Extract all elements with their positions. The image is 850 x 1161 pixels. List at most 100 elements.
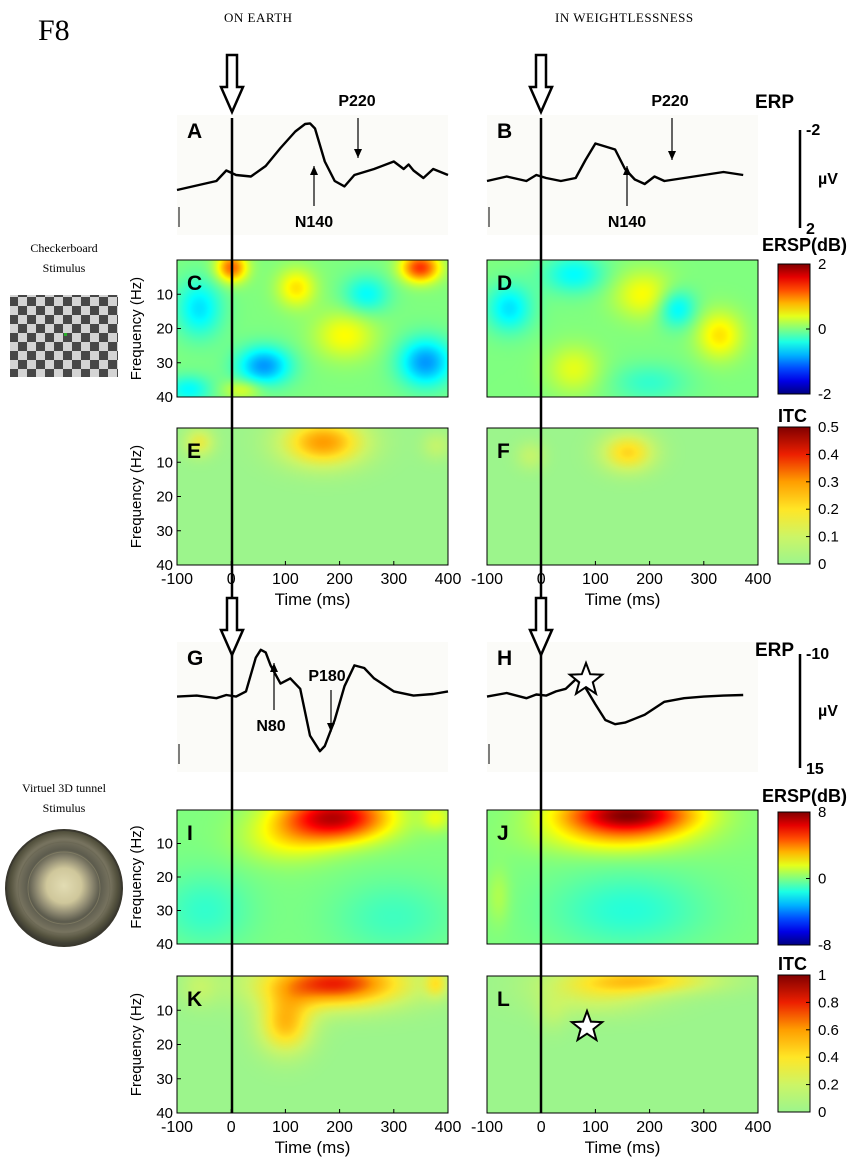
colorbar-tick-label: 0: [818, 321, 826, 338]
colorbar-heading: ITC: [778, 954, 807, 974]
peak-arrow-head: [270, 663, 278, 672]
y-tick-label: 20: [156, 869, 173, 886]
panel-B: [486, 115, 758, 235]
x-tick-label: 200: [326, 571, 353, 588]
panel-G: [176, 642, 449, 772]
panel-letter: B: [497, 120, 512, 143]
panel-letter: C: [187, 272, 202, 295]
x-tick-label: 0: [227, 1119, 236, 1136]
erp-waveform: [486, 142, 744, 186]
peak-label-n140: N140: [608, 214, 646, 231]
erp-scale-top: -2: [806, 122, 820, 139]
peak-label-p220: P220: [338, 93, 375, 110]
heatmap-image: [177, 810, 448, 944]
x-tick-label: -100: [161, 1119, 193, 1136]
x-tick-label: 400: [435, 1119, 462, 1136]
y-tick-label: 10: [156, 1002, 173, 1019]
colorbar-tick-label: -2: [818, 386, 831, 403]
heatmap-image: [177, 976, 448, 1113]
x-tick-label: 300: [690, 1119, 717, 1136]
panel-letter: E: [187, 440, 201, 463]
x-tick-label: 300: [380, 571, 407, 588]
colorbar-tick-label: 0.4: [818, 446, 839, 463]
panel-letter: G: [187, 647, 203, 670]
peak-arrow-head: [310, 166, 318, 175]
colorbar-tick-label: 0.6: [818, 1022, 839, 1039]
y-tick-label: 20: [156, 489, 173, 506]
tunnel-icon: [5, 829, 123, 947]
significance-star-icon: [567, 660, 605, 697]
y-tick-label: 30: [156, 903, 173, 920]
x-tick-label: 200: [326, 1119, 353, 1136]
panel-letter: I: [187, 822, 193, 845]
checkerboard-icon: [10, 295, 118, 377]
panel-D: [486, 259, 759, 398]
peak-label-p220: P220: [651, 93, 688, 110]
panel-letter: H: [497, 647, 512, 670]
x-axis-label: Time (ms): [275, 1138, 351, 1157]
y-tick-label: 10: [156, 454, 173, 471]
peak-arrow-head: [327, 723, 335, 732]
heatmap-border: [486, 427, 759, 566]
colorbar: [777, 811, 811, 946]
colorbar-tick-label: 0.8: [818, 994, 839, 1011]
panel-letter: K: [187, 988, 202, 1011]
panel-J: [486, 809, 759, 945]
peak-label-p180: P180: [308, 668, 345, 685]
erp-scale-unit: µV: [818, 171, 838, 188]
colorbar-heading: ITC: [778, 406, 807, 426]
colorbar-tick-label: 0: [818, 556, 826, 573]
heatmap-image: [487, 810, 758, 944]
tunnel-label-line1: Virtuel 3D tunnel: [22, 781, 106, 795]
x-axis-label: Time (ms): [585, 1138, 661, 1157]
y-axis-label: Frequency (Hz): [128, 445, 145, 548]
tunnel-stimulus-label: Virtuel 3D tunnel Stimulus: [4, 778, 124, 818]
x-tick-label: 400: [745, 571, 772, 588]
erp-panel-bg: [487, 115, 758, 235]
y-tick-label: 20: [156, 1037, 173, 1054]
y-tick-label: 40: [156, 557, 173, 574]
peak-arrow-head: [623, 166, 631, 175]
x-tick-label: 400: [745, 1119, 772, 1136]
x-tick-label: 100: [582, 571, 609, 588]
stimulus-onset-arrow-icon: [528, 596, 554, 659]
condition-label-weightlessness: IN WEIGHTLESSNESS: [555, 10, 694, 25]
erp-panel-bg: [487, 642, 758, 772]
colorbar-tick-label: 0: [818, 1104, 826, 1121]
panel-letter: A: [187, 120, 202, 143]
erp-heading: ERP: [755, 640, 794, 661]
x-tick-label: 100: [582, 1119, 609, 1136]
colorbar-tick-label: 2: [818, 256, 826, 273]
x-tick-label: 100: [272, 1119, 299, 1136]
colorbar-tick-label: -8: [818, 937, 831, 954]
checkerboard-label-line1: Checkerboard: [30, 241, 98, 255]
erp-scale-top: -10: [806, 646, 829, 663]
x-axis-label: Time (ms): [585, 590, 661, 609]
colorbar: [777, 974, 811, 1113]
colorbar-tick-label: 1: [818, 967, 826, 984]
figure-id: F8: [38, 14, 70, 47]
stimulus-onset-arrow-icon: [528, 53, 554, 116]
peak-label-n140: N140: [295, 214, 333, 231]
tunnel-label-line2: Stimulus: [42, 801, 86, 815]
panel-F: [486, 427, 759, 566]
heatmap-image: [487, 976, 758, 1113]
panel-H: [486, 642, 758, 772]
colorbar: [777, 263, 811, 395]
colorbar: [777, 426, 811, 565]
y-tick-label: 10: [156, 286, 173, 303]
erp-heading: ERP: [755, 92, 794, 113]
heatmap-border: [486, 975, 759, 1114]
x-tick-label: -100: [471, 1119, 503, 1136]
panel-C: [176, 259, 449, 398]
x-tick-label: 300: [690, 571, 717, 588]
y-tick-label: 10: [156, 836, 173, 853]
y-tick-label: 30: [156, 1071, 173, 1088]
panel-I: [176, 809, 449, 945]
panel-E: [176, 427, 449, 566]
colorbar-tick-label: 0: [818, 871, 826, 888]
erp-scale-bottom: 15: [806, 761, 824, 778]
y-axis-label: Frequency (Hz): [128, 277, 145, 380]
